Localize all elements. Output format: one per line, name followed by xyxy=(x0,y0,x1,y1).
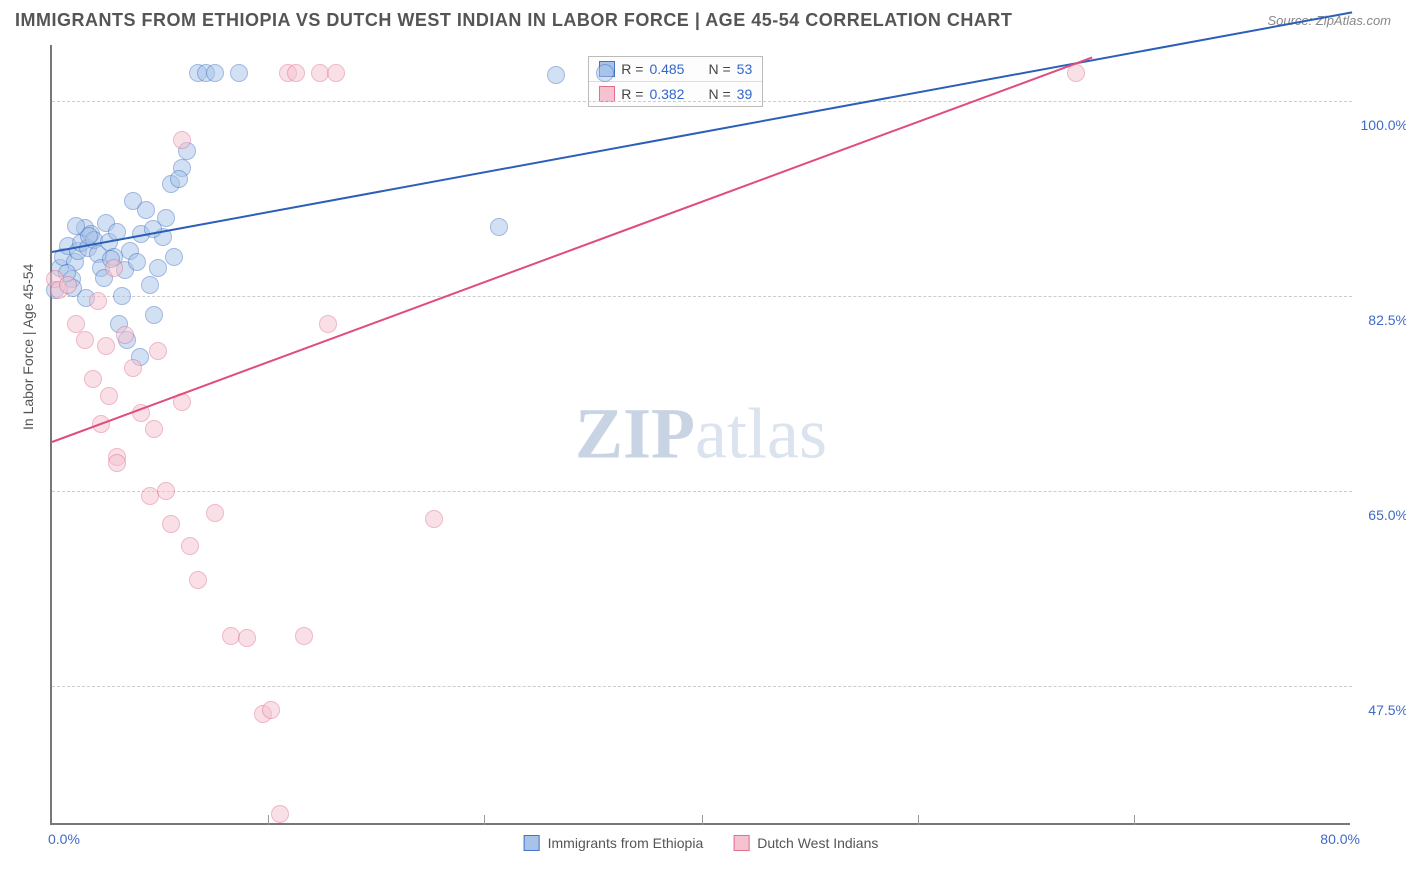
data-point xyxy=(206,504,224,522)
data-point xyxy=(89,292,107,310)
data-point xyxy=(113,287,131,305)
trend-line xyxy=(52,12,1352,254)
data-point xyxy=(238,629,256,647)
gridline xyxy=(52,491,1352,492)
x-tick xyxy=(702,815,703,825)
data-point xyxy=(271,805,289,823)
data-point xyxy=(596,64,614,82)
data-point xyxy=(100,387,118,405)
data-point xyxy=(108,454,126,472)
gridline xyxy=(52,101,1352,102)
data-point xyxy=(145,420,163,438)
data-point xyxy=(547,66,565,84)
data-point xyxy=(76,331,94,349)
legend: Immigrants from Ethiopia Dutch West India… xyxy=(524,835,879,851)
data-point xyxy=(105,259,123,277)
data-point xyxy=(490,218,508,236)
y-axis-label: In Labor Force | Age 45-54 xyxy=(20,264,36,430)
legend-swatch xyxy=(524,835,540,851)
data-point xyxy=(84,370,102,388)
r-label: R = xyxy=(621,61,643,77)
data-point xyxy=(97,337,115,355)
data-point xyxy=(149,259,167,277)
correlation-row: R = 0.382N = 39 xyxy=(589,82,762,106)
data-point xyxy=(319,315,337,333)
data-point xyxy=(173,131,191,149)
data-point xyxy=(262,701,280,719)
data-point xyxy=(327,64,345,82)
x-tick-label: 80.0% xyxy=(1320,831,1360,847)
data-point xyxy=(149,342,167,360)
x-tick xyxy=(1134,815,1135,825)
data-point xyxy=(230,64,248,82)
data-point xyxy=(67,315,85,333)
plot-area: ZIPatlas R = 0.485N = 53R = 0.382N = 39 … xyxy=(50,45,1350,825)
data-point xyxy=(295,627,313,645)
legend-item: Dutch West Indians xyxy=(733,835,878,851)
n-value: 53 xyxy=(737,61,753,77)
y-tick-label: 82.5% xyxy=(1356,312,1406,328)
legend-label: Immigrants from Ethiopia xyxy=(548,835,704,851)
data-point xyxy=(145,306,163,324)
data-point xyxy=(287,64,305,82)
data-point xyxy=(59,276,77,294)
data-point xyxy=(206,64,224,82)
data-point xyxy=(162,515,180,533)
data-point xyxy=(165,248,183,266)
x-tick xyxy=(918,815,919,825)
legend-label: Dutch West Indians xyxy=(757,835,878,851)
data-point xyxy=(170,170,188,188)
data-point xyxy=(157,482,175,500)
legend-swatch xyxy=(733,835,749,851)
legend-item: Immigrants from Ethiopia xyxy=(524,835,704,851)
r-value: 0.485 xyxy=(649,61,684,77)
correlation-row: R = 0.485 N = 53 xyxy=(589,57,762,82)
x-tick xyxy=(484,815,485,825)
x-tick xyxy=(268,815,269,825)
y-tick-label: 65.0% xyxy=(1356,507,1406,523)
x-tick-label: 0.0% xyxy=(48,831,80,847)
watermark: ZIPatlas xyxy=(575,393,827,476)
data-point xyxy=(116,326,134,344)
chart-title: IMMIGRANTS FROM ETHIOPIA VS DUTCH WEST I… xyxy=(15,10,1012,31)
data-point xyxy=(189,571,207,589)
data-point xyxy=(128,253,146,271)
data-point xyxy=(124,359,142,377)
data-point xyxy=(141,276,159,294)
y-tick-label: 100.0% xyxy=(1356,117,1406,133)
data-point xyxy=(137,201,155,219)
data-point xyxy=(67,217,85,235)
data-point xyxy=(425,510,443,528)
data-point xyxy=(222,627,240,645)
gridline xyxy=(52,296,1352,297)
y-tick-label: 47.5% xyxy=(1356,702,1406,718)
n-label: N = xyxy=(708,61,730,77)
trend-line xyxy=(52,56,1093,442)
correlation-box: R = 0.485 N = 53 R = 0.382N = 39 xyxy=(588,56,763,107)
data-point xyxy=(181,537,199,555)
gridline xyxy=(52,686,1352,687)
